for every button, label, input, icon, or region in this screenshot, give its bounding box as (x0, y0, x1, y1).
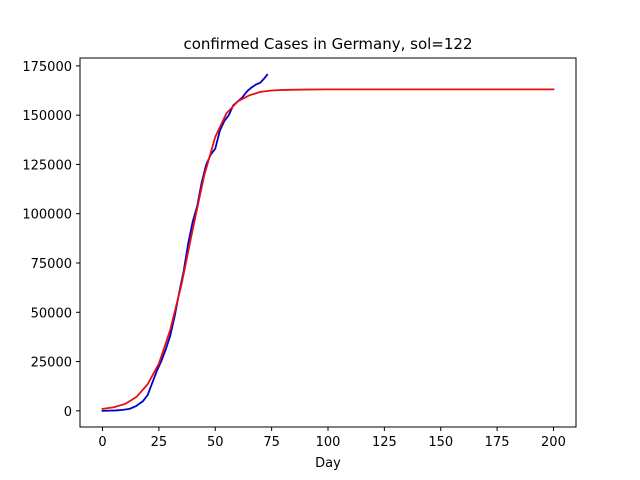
x-tick-label-100: 100 (316, 435, 341, 450)
y-tick-label-25000: 25000 (31, 356, 72, 371)
x-tick-label-175: 175 (485, 435, 510, 450)
y-tick-label-0: 0 (64, 405, 72, 420)
x-tick-label-125: 125 (372, 435, 397, 450)
plot-area: 0 25 50 75 100 125 150 175 200 0 25000 50000 75000 10… (22, 57, 577, 450)
y-tick-label-100000: 100000 (22, 208, 72, 223)
x-tick-label-0: 0 (98, 435, 106, 450)
y-tick-label-75000: 75000 (31, 257, 72, 272)
x-tick-label-25: 25 (151, 435, 168, 450)
x-tick-label-75: 75 (263, 435, 280, 450)
x-tick-label-50: 50 (207, 435, 224, 450)
series-line-1 (101, 88, 555, 410)
y-tick-label-125000: 125000 (22, 158, 72, 173)
y-tick-label-50000: 50000 (31, 306, 72, 321)
y-tick-label-150000: 150000 (22, 109, 72, 124)
x-tick-label-150: 150 (428, 435, 453, 450)
y-tick-label-175000: 175000 (22, 60, 72, 75)
x-axis-label: Day (315, 456, 341, 471)
x-tick-label-200: 200 (541, 435, 566, 450)
chart-title: confirmed Cases in Germany, sol=122 (184, 35, 473, 53)
series-line-0 (101, 73, 269, 412)
